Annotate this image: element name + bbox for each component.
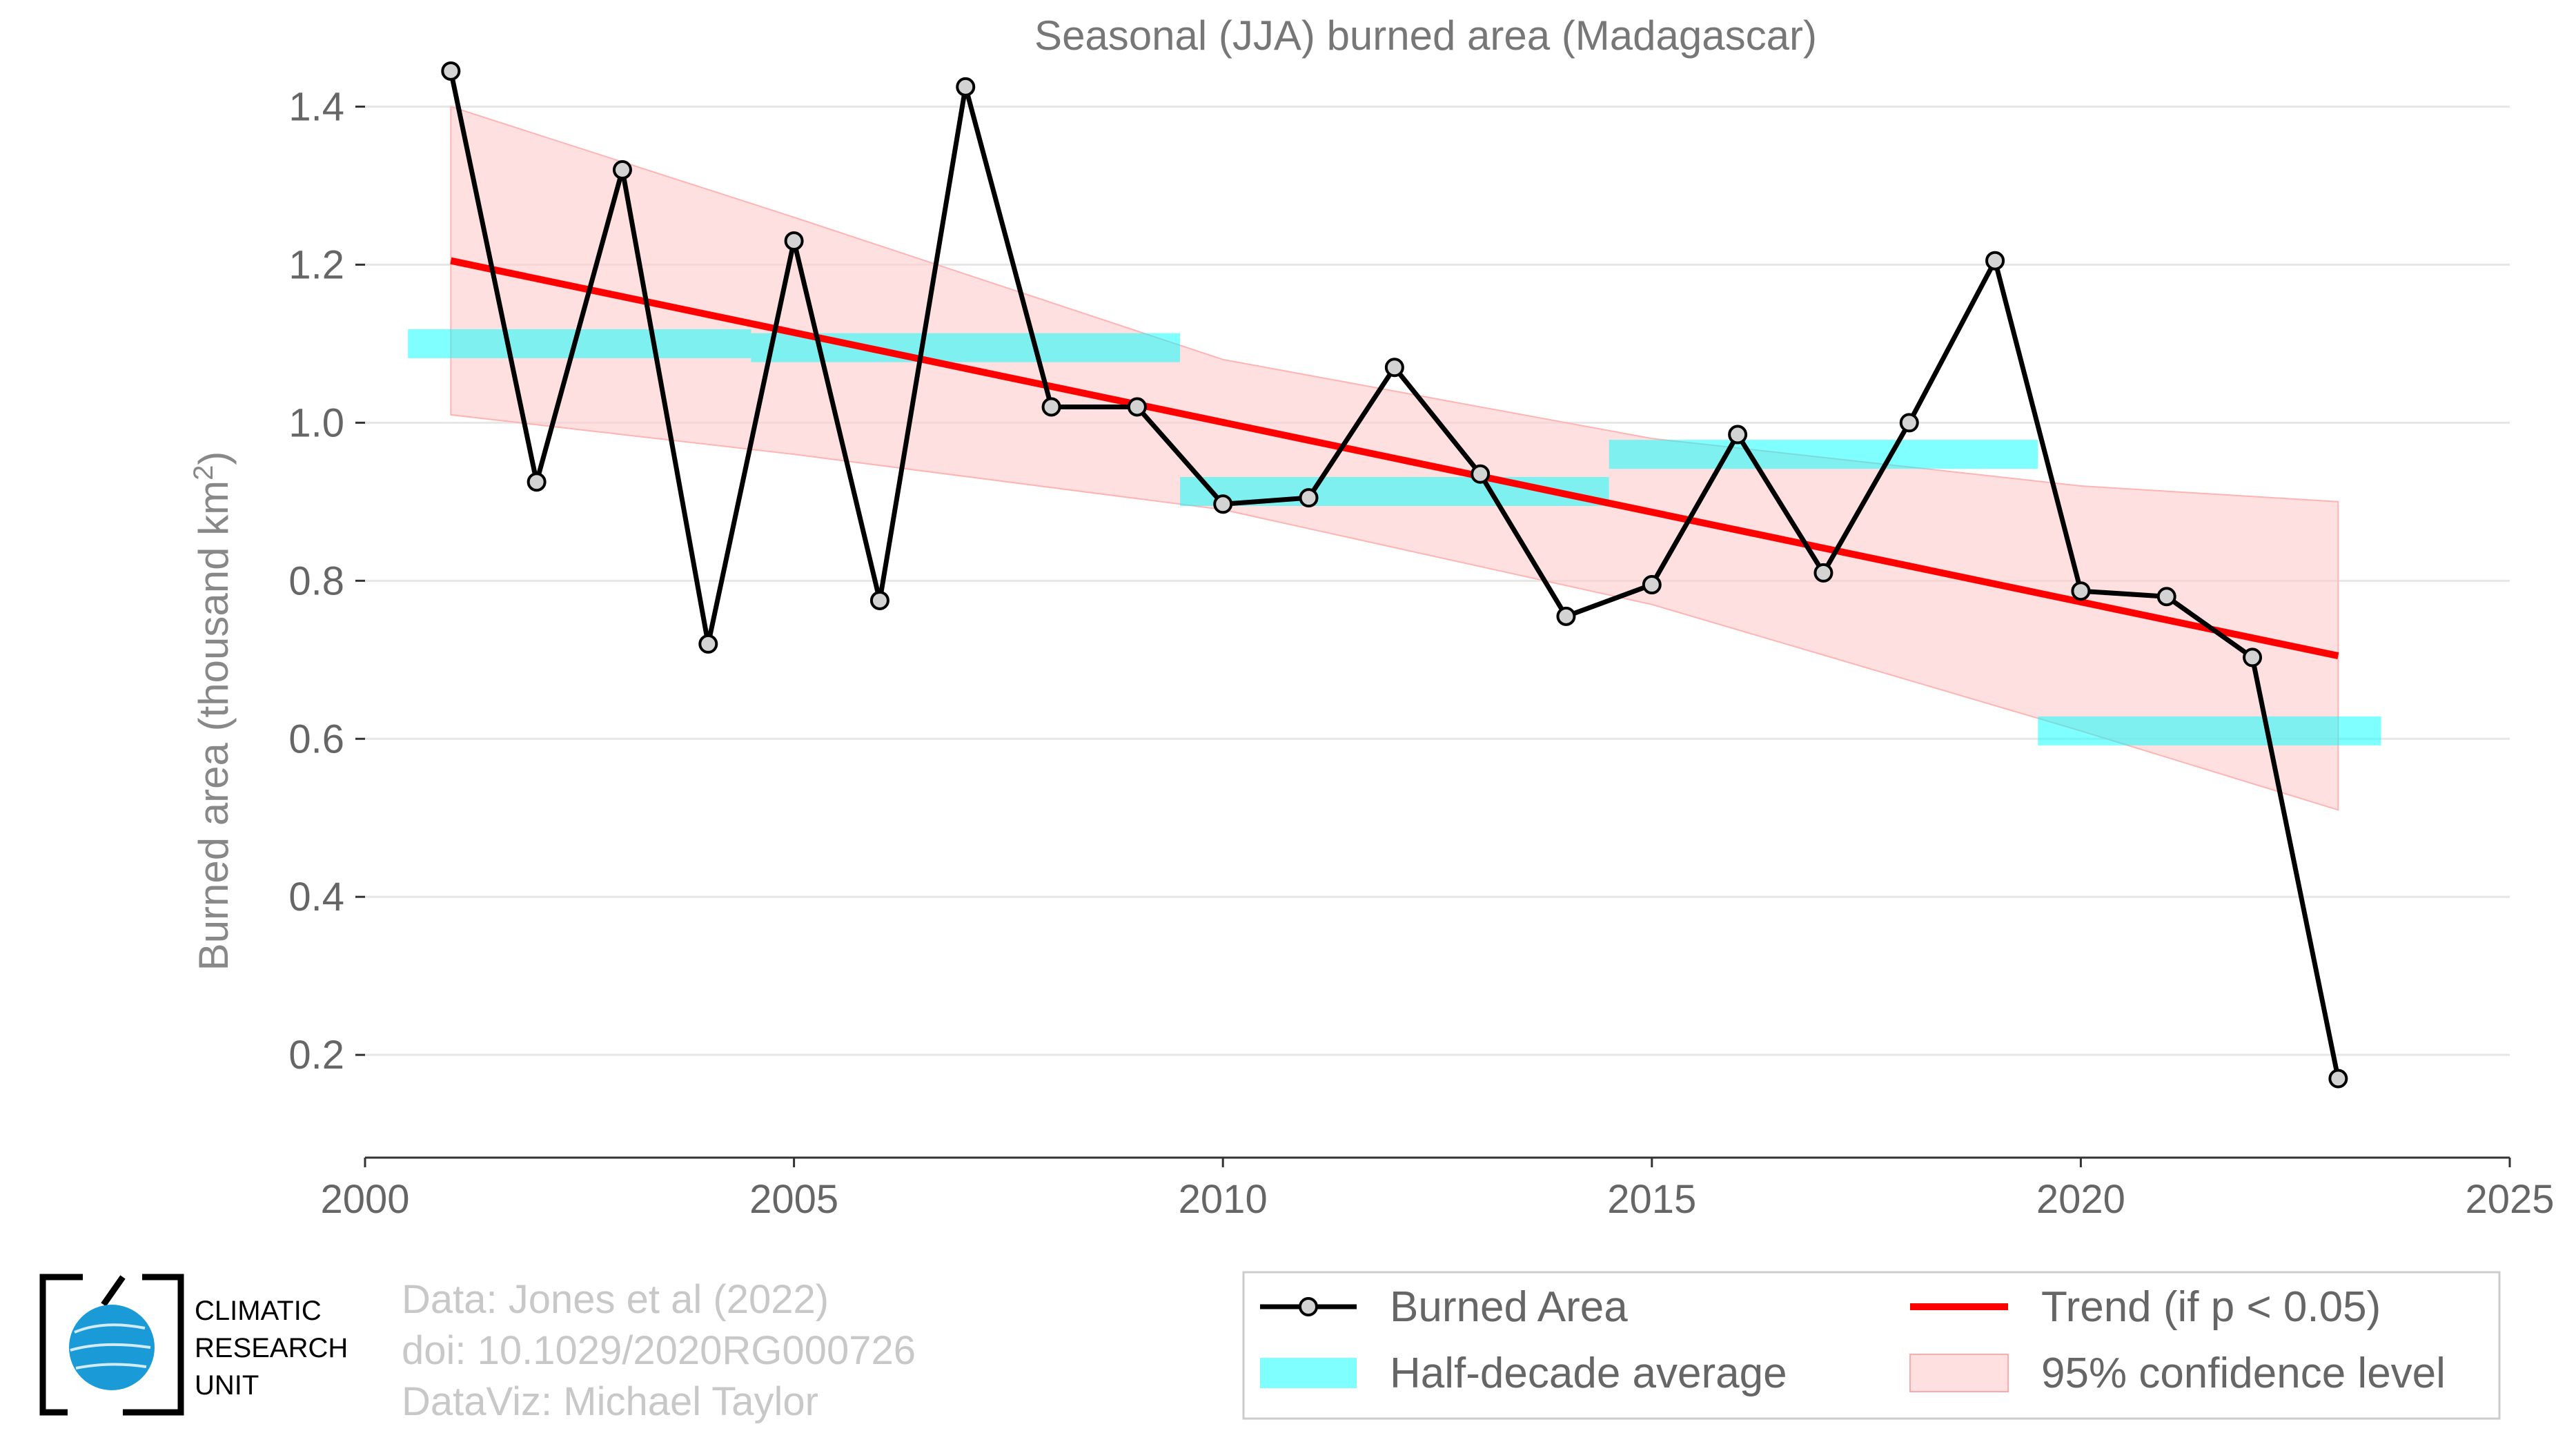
- burned-area-point-2009: [1127, 397, 1147, 417]
- logo-globe-lines-icon: [70, 1323, 151, 1370]
- y-axis-label: Burned area (thousand km2): [188, 451, 237, 971]
- legend-swatch-half-decade-average: [1260, 1358, 1357, 1388]
- burned-area-point-2007: [956, 77, 976, 97]
- burned-area-point-2008: [1041, 397, 1061, 417]
- y-tick-label-0.2: 0.2: [288, 1033, 344, 1078]
- legend-marker-burned-area: [1299, 1297, 1318, 1316]
- logo-text-unit: UNIT: [195, 1370, 259, 1401]
- half-decade-bar-5: [2038, 716, 2381, 746]
- burned-area-point-2016: [1728, 425, 1748, 445]
- chart-title: Seasonal (JJA) burned area (Madagascar): [1034, 12, 1817, 59]
- burned-area-point-2003: [612, 160, 632, 180]
- legend-entry-trend: Trend (if p < 0.05): [1910, 1283, 2381, 1331]
- legend-entry-confidence: 95% confidence level: [1909, 1350, 2446, 1397]
- credits: Data: Jones et al (2022) doi: 10.1029/20…: [402, 1277, 916, 1424]
- trend-layer: [450, 257, 2339, 659]
- half-decade-bar-4: [1609, 440, 2038, 469]
- y-axis-label-superscript: 2: [188, 465, 219, 480]
- x-tick-label-2010: 2010: [1179, 1177, 1268, 1222]
- burned-area-point-2004: [698, 634, 718, 654]
- legend-label-half-decade-average: Half-decade average: [1390, 1350, 1787, 1397]
- burned-area-point-2014: [1556, 606, 1576, 626]
- x-tick-label-2000: 2000: [320, 1177, 409, 1222]
- y-tick-label-1.0: 1.0: [288, 400, 344, 445]
- burned-area-point-2020: [2071, 581, 2091, 601]
- burned-area-point-2017: [1813, 563, 1833, 583]
- legend-label-trend: Trend (if p < 0.05): [2041, 1283, 2381, 1331]
- credit-data: Data: Jones et al (2022): [402, 1277, 829, 1322]
- y-axis-label-close: ): [190, 451, 237, 465]
- x-tick-label-2015: 2015: [1607, 1177, 1696, 1222]
- legend-swatch-confidence: [1909, 1354, 2009, 1392]
- y-tick-label-0.4: 0.4: [288, 875, 344, 919]
- legend-entry-half-decade-average: Half-decade average: [1260, 1350, 1787, 1397]
- x-tick-label-2020: 2020: [2036, 1177, 2125, 1222]
- logo-text-research: RESEARCH: [195, 1333, 348, 1363]
- axes: [355, 105, 2511, 1167]
- legend-label-burned-area: Burned Area: [1390, 1283, 1628, 1331]
- legend-label-confidence: 95% confidence level: [2041, 1350, 2446, 1397]
- trend-line: [450, 257, 2339, 659]
- logo-text-climatic: CLIMATIC: [195, 1296, 322, 1326]
- legend-entry-burned-area: Burned Area: [1260, 1283, 1628, 1331]
- legend-frame: [1242, 1271, 2501, 1420]
- legend: Burned Area Trend (if p < 0.05) Half-dec…: [1242, 1271, 2501, 1420]
- credit-doi: doi: 10.1029/2020RG000726: [402, 1328, 916, 1373]
- burned-area-point-2013: [1471, 464, 1491, 484]
- burned-area-point-2012: [1384, 358, 1404, 378]
- burned-area-point-2015: [1642, 575, 1662, 595]
- logo-bracket-right-icon: [123, 1274, 184, 1416]
- burned-area-point-2001: [441, 61, 461, 81]
- y-tick-label-1.4: 1.4: [288, 84, 344, 129]
- credit-dataviz: DataViz: Michael Taylor: [402, 1379, 818, 1424]
- burned-area-point-2021: [2156, 587, 2176, 607]
- logo-slash-icon: [101, 1275, 126, 1307]
- burned-area-point-2002: [527, 472, 547, 492]
- burned-area-series: [441, 61, 2348, 1089]
- logo-bracket-left-icon: [39, 1274, 83, 1416]
- x-tick-label-2005: 2005: [749, 1177, 838, 1222]
- burned-area-point-2006: [869, 590, 889, 610]
- tick-labels: 0.2 0.4 0.6 0.8 1.0 1.2 1.4 2000 2005 2010 2015 202…: [288, 84, 2554, 1222]
- burned-area-point-2005: [784, 231, 804, 251]
- burned-area-point-2011: [1299, 488, 1319, 508]
- y-tick-label-0.6: 0.6: [288, 717, 344, 761]
- burned-area-point-2022: [2243, 647, 2263, 668]
- y-tick-label-1.2: 1.2: [288, 242, 344, 287]
- cru-logo: CLIMATIC RESEARCH UNIT: [39, 1274, 348, 1416]
- burned-area-point-2010: [1213, 494, 1233, 514]
- burned-area-point-2019: [1985, 251, 2005, 271]
- burned-area-point-2023: [2328, 1069, 2348, 1089]
- y-tick-label-0.8: 0.8: [288, 558, 344, 603]
- x-tick-label-2025: 2025: [2465, 1177, 2554, 1222]
- burned-area-point-2018: [1899, 413, 1919, 433]
- y-axis-label-main: Burned area (thousand km: [190, 480, 237, 971]
